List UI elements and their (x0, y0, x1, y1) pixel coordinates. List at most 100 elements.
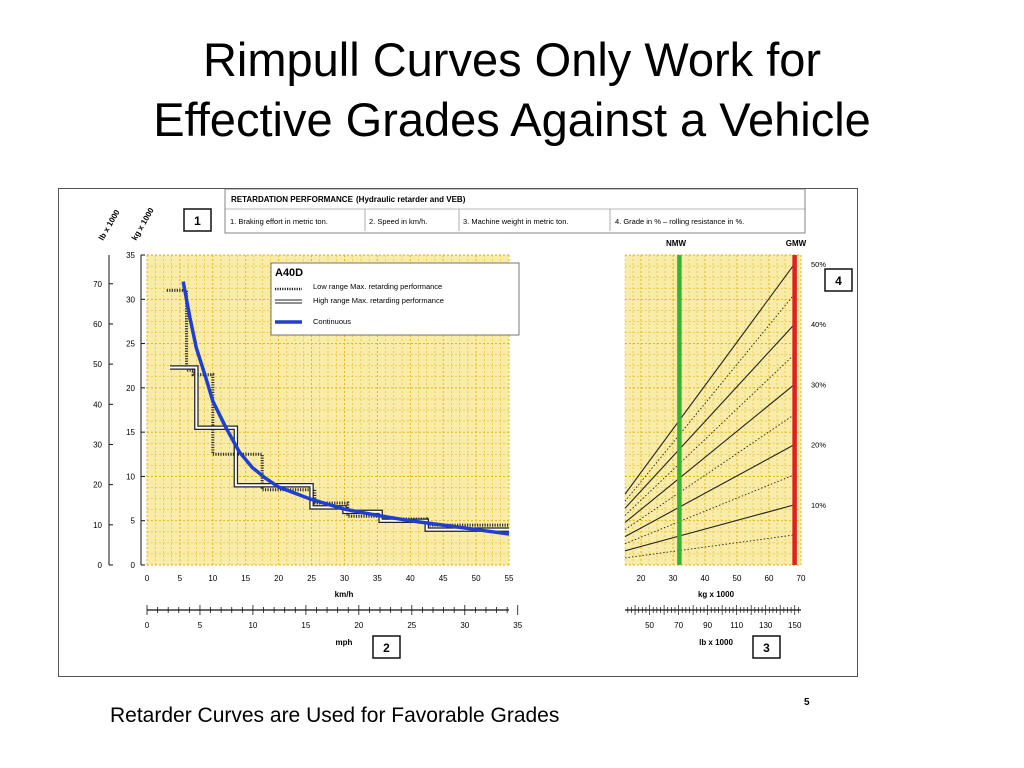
step-box-4 (824, 268, 853, 292)
title-line-1: Rimpull Curves Only Work for (202, 33, 822, 86)
right-panel-grid (624, 254, 802, 566)
kg-tick-label: 20 (126, 384, 135, 393)
step-box-2 (372, 635, 401, 659)
gmw-label: GMW (786, 239, 807, 248)
step-box-4-label: 4 (835, 274, 842, 288)
left-panel-series (166, 281, 510, 536)
grade-line-50 (624, 263, 796, 495)
kmh-tick-label: 35 (373, 574, 382, 583)
weight-lb-tick-label: 150 (788, 621, 802, 630)
mph-tick-label: 25 (407, 621, 416, 630)
kmh-tick-label: 45 (439, 574, 448, 583)
kg-tick-label: 0 (131, 561, 136, 570)
mph-tick-label: 10 (248, 621, 257, 630)
weight-lb-tick-label: 130 (759, 621, 773, 630)
weight-lb-tick-label: 50 (645, 621, 654, 630)
header-step-4: 4. Grade in % – rolling resistance in %. (615, 217, 744, 226)
kg-tick-label: 30 (126, 295, 135, 304)
nmw-label: NMW (666, 239, 686, 248)
weight-lb-tick-label: 70 (674, 621, 683, 630)
step-box-1 (183, 208, 212, 232)
kmh-tick-label: 25 (307, 574, 316, 583)
lb-tick-label: 30 (93, 440, 102, 449)
grade-label: 50% (811, 260, 826, 269)
legend-model: A40D (275, 267, 303, 279)
mph-tick-label: 0 (145, 621, 150, 630)
kg-tick-label: 10 (126, 472, 135, 481)
lb-tick-label: 10 (93, 521, 102, 530)
mph-tick-label: 15 (301, 621, 310, 630)
retardation-chart-svg: RETARDATION PERFORMANCE (Hydraulic retar… (93, 189, 853, 659)
weight-kg-axis-label: kg x 1000 (698, 590, 735, 599)
weight-kg-tick-label: 20 (637, 574, 646, 583)
mph-tick-label: 30 (460, 621, 469, 630)
weight-lb-tick-label: 90 (703, 621, 712, 630)
lb-tick-label: 0 (98, 561, 103, 570)
mph-axis-label: mph (336, 638, 353, 647)
mph-tick-label: 20 (354, 621, 363, 630)
lb-tick-label: 20 (93, 481, 102, 490)
step-box-1-label: 1 (194, 214, 201, 228)
lb-tick-label: 70 (93, 280, 102, 289)
header-step-2: 2. Speed in km/h. (369, 217, 427, 226)
grade-line-45 (624, 293, 795, 502)
kmh-tick-label: 20 (274, 574, 283, 583)
weight-kg-tick-label: 40 (701, 574, 710, 583)
weight-kg-tick-label: 30 (669, 574, 678, 583)
weight-lb-axis-label: lb x 1000 (699, 638, 733, 647)
kg-tick-label: 25 (126, 340, 135, 349)
slide-title: Rimpull Curves Only Work for Effective G… (0, 30, 1024, 150)
step-box-3 (752, 635, 781, 659)
grade-label: 30% (811, 380, 826, 389)
kg-axis-label: kg x 1000 (130, 206, 156, 242)
grade-line-25 (624, 414, 795, 530)
lb-tick-label: 40 (93, 400, 102, 409)
step-box-3-label: 3 (763, 641, 770, 655)
grade-line-40 (624, 323, 796, 509)
lb-tick-label: 50 (93, 360, 102, 369)
lb-tick-label: 60 (93, 320, 102, 329)
kmh-tick-label: 10 (208, 574, 217, 583)
weight-kg-tick-label: 60 (765, 574, 774, 583)
lb-axis-label: lb x 1000 (97, 208, 122, 242)
grade-line-10 (624, 504, 795, 552)
kmh-tick-label: 0 (145, 574, 150, 583)
kg-tick-label: 5 (131, 517, 136, 526)
right-panel-series (624, 255, 797, 565)
mph-tick-label: 5 (198, 621, 203, 630)
kmh-tick-label: 30 (340, 574, 349, 583)
header-step-1: 1. Braking effort in metric ton. (230, 217, 328, 226)
step-box-2-label: 2 (383, 641, 390, 655)
retardation-chart-figure: RETARDATION PERFORMANCE (Hydraulic retar… (58, 188, 858, 677)
header-subtitle: (Hydraulic retarder and VEB) (356, 195, 466, 204)
grade-line-20 (624, 444, 795, 538)
weight-lb-tick-label: 110 (730, 621, 743, 630)
right-panel-axes: 10% 20% 30% 40% 50% 20 30 40 50 60 70 kg x 1000 50 70… (625, 260, 826, 647)
grade-line-15 (624, 474, 795, 545)
kmh-tick-label: 50 (472, 574, 481, 583)
grade-line-35 (624, 353, 795, 516)
mph-tick-label: 35 (513, 621, 522, 630)
page-number: 5 (804, 697, 810, 708)
kmh-tick-label: 15 (241, 574, 250, 583)
header-title: RETARDATION PERFORMANCE (231, 195, 354, 204)
legend-continuous-label: Continuous (313, 317, 351, 326)
grade-line-30 (624, 383, 795, 523)
kmh-tick-label: 55 (505, 574, 514, 583)
kg-tick-label: 35 (126, 251, 135, 260)
kmh-axis-label: km/h (335, 590, 354, 599)
weight-kg-tick-label: 50 (733, 574, 742, 583)
legend-high-range-label: High range Max. retarding performance (313, 296, 444, 305)
slide-caption: Retarder Curves are Used for Favorable G… (110, 704, 560, 727)
legend-low-range-label: Low range Max. retarding performance (313, 282, 442, 291)
grade-label: 20% (811, 441, 826, 450)
chart-legend: A40D Low range Max. retarding performanc… (270, 262, 520, 336)
legend-box (270, 262, 520, 336)
kmh-tick-label: 5 (178, 574, 183, 583)
title-line-2: Effective Grades Against a Vehicle (153, 93, 871, 146)
grade-line-5 (624, 534, 795, 559)
header-step-3: 3. Machine weight in metric ton. (463, 217, 568, 226)
grade-label: 10% (811, 501, 826, 510)
kg-tick-label: 15 (126, 428, 135, 437)
